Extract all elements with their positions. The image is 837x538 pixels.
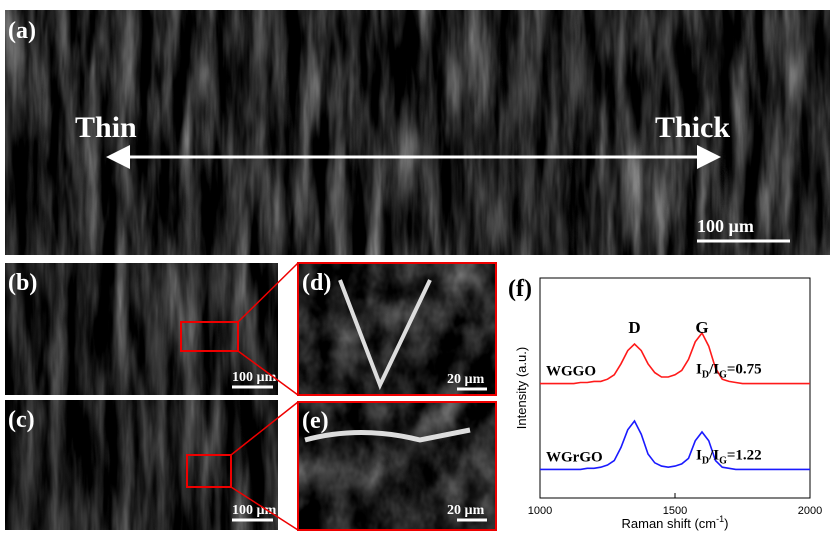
text: =1.22 [727,447,762,463]
panel-e: (e) 20 µm [297,401,497,531]
connector [230,486,299,531]
scale-label: 20 µm [447,503,485,518]
panel-c: (c) 100 µm [5,400,278,530]
panel-label: (f) [508,276,532,302]
x-tick-label: 1000 [528,505,552,517]
text: D [702,455,709,466]
panel-label: (d) [302,270,331,296]
text: =0.75 [727,362,762,378]
panel-a: (a) Thin Thick 100 µm [5,10,830,255]
scale-label: 20 µm [447,372,485,387]
ridge [304,427,471,443]
text: ) [724,516,728,531]
annotation: Thick [655,111,730,144]
ratio-label: ID/IG=1.22 [696,447,762,466]
y-axis-label: Intensity (a.u.) [514,347,529,429]
text: -1 [716,514,724,524]
series-label: WGGO [546,364,596,380]
text: /I [708,447,719,463]
scale-label: 100 µm [232,503,277,518]
panel-label: (c) [8,407,35,433]
ridge [338,279,432,391]
x-tick-label: 2000 [798,505,822,517]
peak-label: D [628,318,640,337]
text: G [719,455,727,466]
x-tick-label: 1500 [663,505,687,517]
series-label: WGrGO [546,449,603,465]
connector [237,350,299,396]
raman-chart: (f) Raman shift (cm-1) Intensity (a.u.) … [508,276,822,531]
connector [230,401,299,456]
scale-label: 100 µm [697,216,754,236]
zoom-box [186,454,232,488]
annotation: Thin [75,111,137,144]
text: /I [708,362,719,378]
panel-d: (d) 20 µm [297,262,497,396]
text: I [696,362,702,378]
text: Raman shift (cm [622,516,717,531]
panel-label: (e) [302,408,329,434]
zoom-box [180,321,239,352]
panel-label: (a) [8,18,36,44]
ratio-label: ID/IG=0.75 [696,362,762,381]
panel-b: (b) 100 µm [5,263,278,395]
scale-label: 100 µm [232,370,277,385]
x-axis-label: Raman shift (cm-1) [622,514,729,531]
text: G [719,370,727,381]
panel-label: (b) [8,270,37,296]
series-line [540,419,810,471]
connector [237,262,299,323]
text: D [702,370,709,381]
peak-label: G [695,318,708,337]
series-line [540,331,810,385]
text: I [696,447,702,463]
